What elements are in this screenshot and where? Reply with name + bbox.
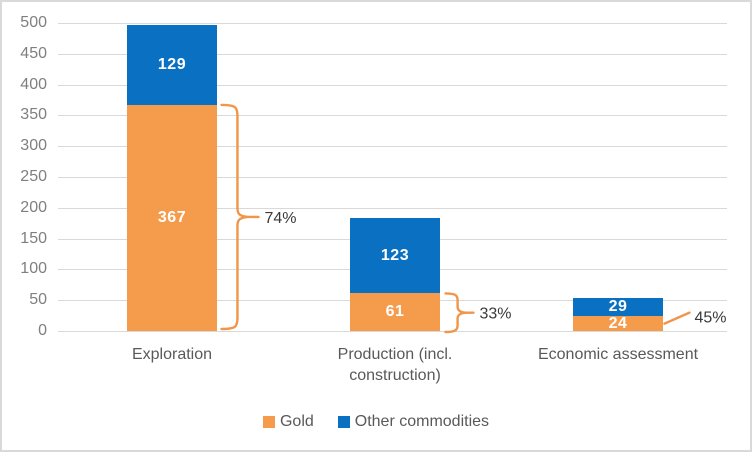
- bar-1-other-segment: 123: [350, 217, 440, 294]
- y-tick-label-350: 350: [20, 106, 47, 123]
- bar-1-gold-segment: 61: [350, 293, 440, 331]
- y-tick-label-200: 200: [20, 199, 47, 216]
- y-tick-label-500: 500: [20, 14, 47, 31]
- percent-label-1: 33%: [480, 306, 512, 323]
- bar-0-other-value: 129: [157, 56, 187, 74]
- y-tick-label-50: 50: [29, 291, 47, 308]
- category-label-2: Economic assessment: [537, 346, 699, 363]
- legend-item-1: Other commodities: [337, 412, 490, 432]
- bar-2-other-value: 29: [608, 298, 628, 316]
- y-tick-label-150: 150: [20, 230, 47, 247]
- legend-label: Gold: [279, 413, 314, 430]
- percent-brace-0: [220, 103, 260, 331]
- y-tick-label-300: 300: [20, 137, 47, 154]
- legend-swatch-icon: [337, 416, 350, 428]
- y-tick-label-450: 450: [20, 45, 47, 62]
- legend-swatch-icon: [262, 416, 275, 428]
- percent-label-2: 45%: [695, 310, 727, 327]
- category-label-0: Exploration: [131, 346, 213, 363]
- y-tick-label-250: 250: [20, 168, 47, 185]
- gridline-200: [58, 208, 727, 209]
- bar-2-other-segment: 29: [573, 298, 663, 317]
- gridline-300: [58, 146, 727, 147]
- percent-label-0: 74%: [265, 210, 297, 227]
- gridline-500: [58, 23, 727, 24]
- y-tick-label-100: 100: [20, 260, 47, 277]
- gridline-0: [58, 331, 727, 332]
- gridline-450: [58, 54, 727, 55]
- legend-label: Other commodities: [354, 413, 490, 430]
- legend-item-0: Gold: [262, 412, 314, 432]
- bar-2-gold-segment: 24: [573, 314, 663, 332]
- bar-1-gold-value: 61: [385, 303, 405, 321]
- bar-0-gold-value: 367: [157, 208, 187, 226]
- y-tick-label-0: 0: [38, 322, 47, 339]
- bar-1-other-value: 123: [380, 246, 410, 264]
- gridline-350: [58, 115, 727, 116]
- category-label-1: Production (incl. construction): [337, 346, 453, 384]
- bar-2-gold-value: 24: [608, 314, 628, 332]
- gridline-250: [58, 177, 727, 178]
- bar-0-gold-segment: 367: [127, 104, 217, 331]
- y-tick-label-400: 400: [20, 76, 47, 93]
- gridline-400: [58, 85, 727, 86]
- legend: Gold Other commodities: [0, 412, 752, 432]
- percent-leader-2: [663, 311, 691, 325]
- bar-0-other-segment: 129: [127, 25, 217, 105]
